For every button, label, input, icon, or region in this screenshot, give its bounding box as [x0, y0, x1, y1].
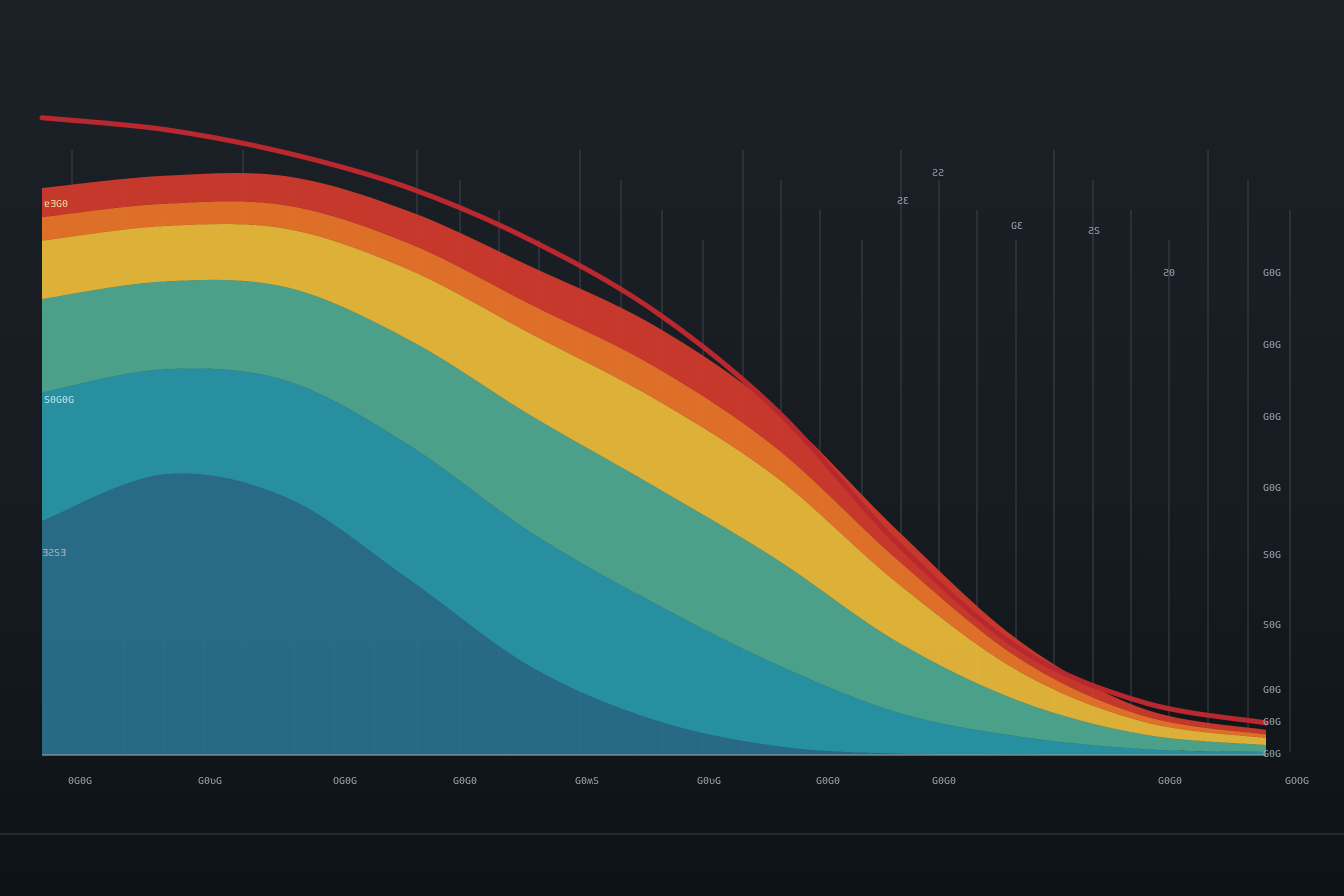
x-tick-label: G0ʋG: [198, 776, 222, 787]
left-series-labels: ɐƎG0 S0G0G ƎƧSƎ: [42, 199, 74, 559]
peak-label: GƐ: [1011, 221, 1023, 232]
y-tick-label: S0G: [1263, 550, 1281, 561]
area-series-4: [42, 223, 1266, 746]
area-series-3: [42, 279, 1266, 753]
top-line: [39, 115, 1269, 726]
x-tick-labels: 0G0G G0ʋG OG0G G0G0 G0ʍS G0ʋG G0G0 G0G0 G0G0 GOOG: [68, 776, 1309, 787]
y-tick-label: G0G: [1263, 685, 1281, 696]
y-tick-label: G0G: [1263, 749, 1281, 760]
y-tick-label: G0G: [1263, 483, 1281, 494]
x-tick-label: G0ʋG: [697, 776, 721, 787]
area-series-2: [42, 368, 1266, 756]
x-tick-label: G0G0: [932, 776, 956, 787]
y-tick-label: G0G: [1263, 268, 1281, 279]
y-tick-label: S0G: [1263, 620, 1281, 631]
peak-labels: ƧƧ ƧƐ GƐ ƧS Ƨ0: [897, 168, 1175, 279]
x-tick-label: G0ʍS: [575, 776, 599, 787]
y-tick-label: G0G: [1263, 412, 1281, 423]
x-tick-label: GOOG: [1285, 776, 1309, 787]
area-series-6: [42, 172, 1266, 735]
x-tick-label: OG0G: [333, 776, 357, 787]
left-label: ɐƎG0: [44, 199, 68, 210]
y-tick-label: G0G: [1263, 340, 1281, 351]
peak-label: ƧS: [1088, 226, 1100, 237]
x-tick-label: 0G0G: [68, 776, 92, 787]
y-tick-labels: G0G G0G G0G G0G S0G S0G G0G G0G G0G: [1263, 268, 1281, 760]
x-tick-label: G0G0: [1158, 776, 1182, 787]
y-tick-label: G0G: [1263, 717, 1281, 728]
area-series-1: [42, 473, 1266, 756]
left-label: ƎƧSƎ: [42, 548, 66, 559]
left-label: S0G0G: [44, 395, 74, 406]
peak-label: ƧƧ: [932, 168, 944, 179]
peak-label: ƧƐ: [897, 196, 909, 207]
x-tick-label: G0G0: [816, 776, 840, 787]
top-line-series: [39, 115, 1269, 726]
x-tick-label: G0G0: [453, 776, 477, 787]
peak-label: Ƨ0: [1163, 268, 1175, 279]
stacked-areas: [42, 172, 1266, 756]
